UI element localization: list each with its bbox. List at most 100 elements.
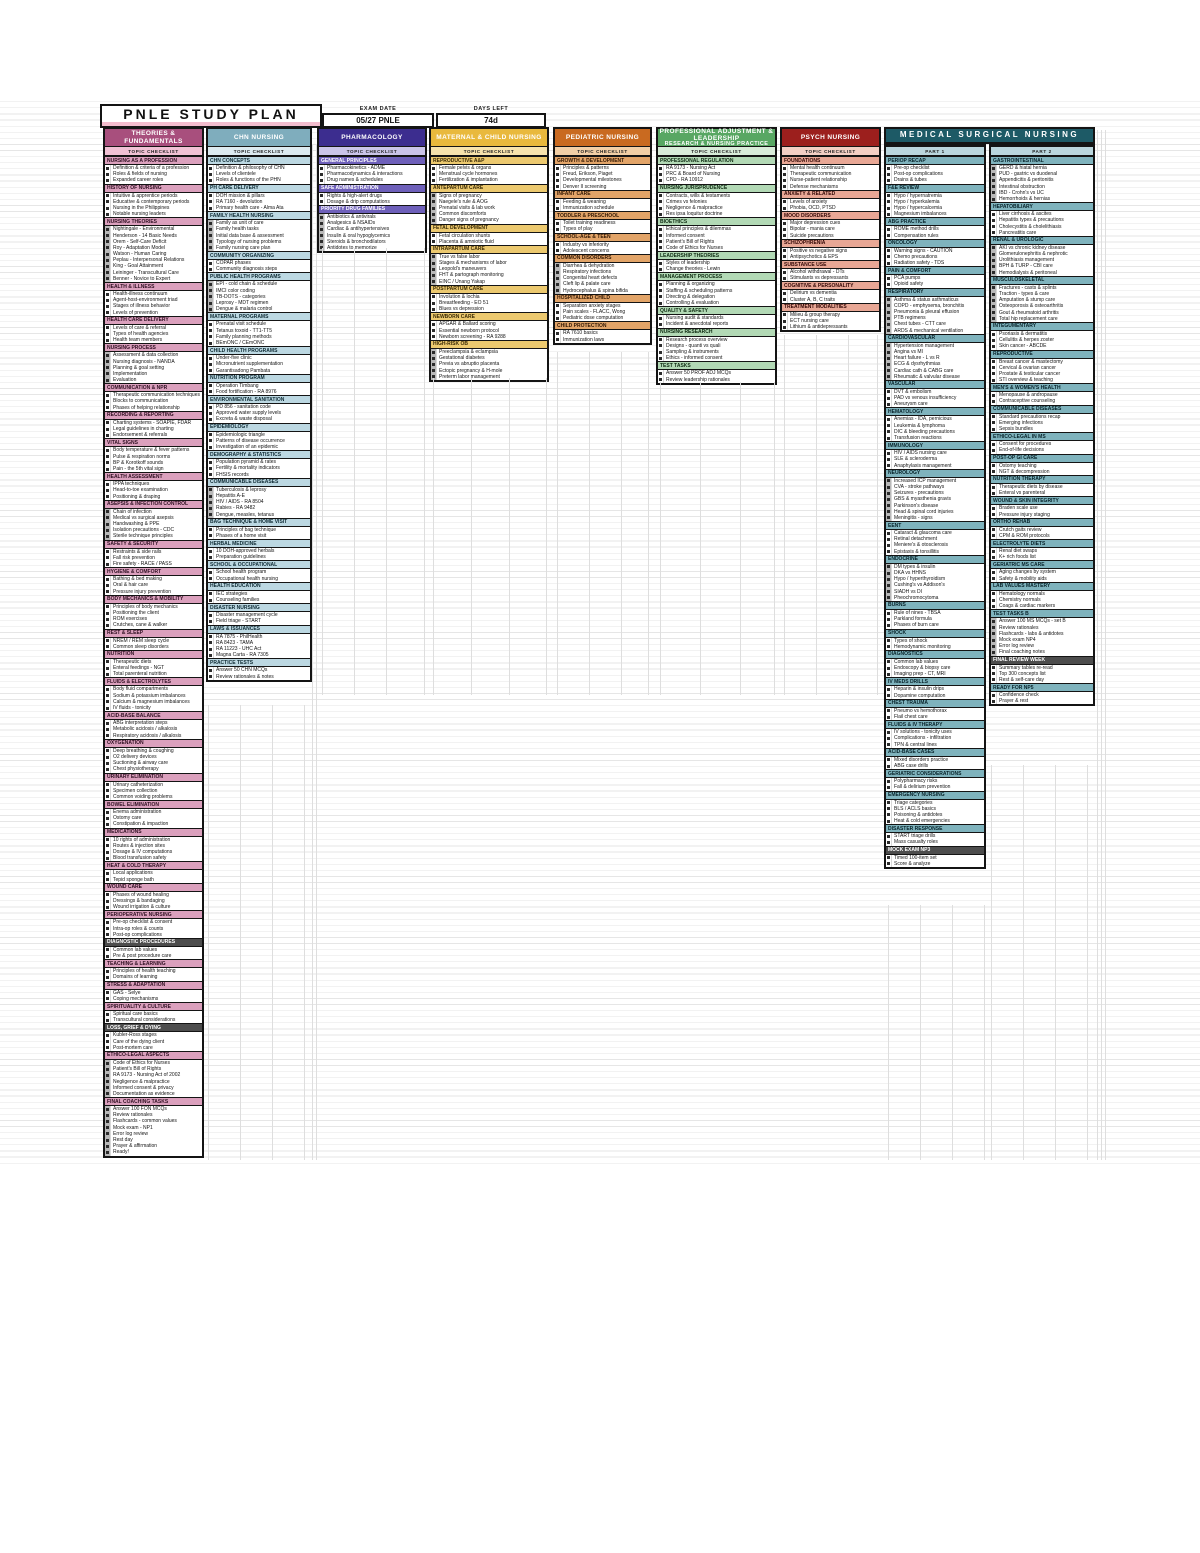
checklist-row[interactable]: EPI - cold chain & schedule: [208, 281, 310, 288]
checklist-row[interactable]: Disaster management cycle: [208, 612, 310, 619]
checklist-row[interactable]: Family nursing care plan: [208, 244, 310, 252]
checklist-row[interactable]: K+ rich foods list: [991, 554, 1093, 561]
checklist-row[interactable]: Counseling families: [208, 597, 310, 604]
checklist-row[interactable]: Hypo / hypernatremia: [886, 192, 984, 199]
checkbox-icon[interactable]: [887, 402, 890, 406]
checklist-row[interactable]: Flashcards - common values: [105, 1118, 202, 1125]
checkbox-icon[interactable]: [106, 194, 109, 198]
checkbox-icon[interactable]: [106, 1086, 109, 1090]
checkbox-icon[interactable]: [887, 834, 890, 838]
checkbox-icon[interactable]: [209, 460, 212, 464]
checkbox-icon[interactable]: [106, 590, 109, 594]
checkbox-icon[interactable]: [783, 221, 786, 225]
checklist-row[interactable]: Types of health agencies: [105, 330, 202, 338]
checkbox-icon[interactable]: [209, 384, 212, 388]
checkbox-icon[interactable]: [887, 666, 890, 670]
checklist-row[interactable]: Nursing audit & standards: [658, 315, 775, 322]
checkbox-icon[interactable]: [106, 562, 109, 566]
checklist-row[interactable]: Compensation rules: [886, 232, 984, 239]
checkbox-icon[interactable]: [106, 304, 109, 308]
checkbox-icon[interactable]: [783, 276, 786, 280]
checkbox-icon[interactable]: [887, 758, 890, 762]
checkbox-icon[interactable]: [992, 485, 995, 489]
checkbox-icon[interactable]: [432, 212, 435, 216]
checkbox-icon[interactable]: [887, 172, 890, 176]
checklist-row[interactable]: Hematology normals: [991, 590, 1093, 597]
checklist-row[interactable]: Review rationales: [105, 1112, 202, 1119]
checklist-row[interactable]: IMCI color coding: [208, 287, 310, 294]
checkbox-icon[interactable]: [106, 172, 109, 176]
checkbox-icon[interactable]: [992, 197, 995, 201]
checkbox-icon[interactable]: [209, 577, 212, 581]
checkbox-icon[interactable]: [106, 991, 109, 995]
checklist-row[interactable]: ARDS & mechanical ventilation: [886, 327, 984, 334]
checklist-row[interactable]: Stages & mechanisms of labor: [431, 260, 547, 267]
checklist-row[interactable]: PRC & Board of Nursing: [658, 171, 775, 178]
checkbox-icon[interactable]: [432, 194, 435, 198]
checkbox-icon[interactable]: [659, 246, 662, 250]
checkbox-icon[interactable]: [106, 292, 109, 296]
checklist-row[interactable]: Approved water supply levels: [208, 410, 310, 417]
checkbox-icon[interactable]: [887, 322, 890, 326]
checklist-row[interactable]: Operation Timbang: [208, 382, 310, 389]
checkbox-icon[interactable]: [659, 350, 662, 354]
checkbox-icon[interactable]: [887, 491, 890, 495]
checklist-row[interactable]: Leprosy - MDT regimen: [208, 300, 310, 307]
checkbox-icon[interactable]: [887, 390, 890, 394]
checklist-row[interactable]: Common voiding problems: [105, 793, 202, 801]
checkbox-icon[interactable]: [209, 528, 212, 532]
checklist-row[interactable]: Prostate & testicular cancer: [991, 370, 1093, 378]
checklist-row[interactable]: Handwashing & PPE: [105, 521, 202, 528]
checkbox-icon[interactable]: [783, 298, 786, 302]
checkbox-icon[interactable]: [106, 969, 109, 973]
checkbox-icon[interactable]: [783, 185, 786, 189]
checkbox-icon[interactable]: [432, 362, 435, 366]
checklist-row[interactable]: Contracts, wills & testaments: [658, 192, 775, 199]
checkbox-icon[interactable]: [106, 749, 109, 753]
checklist-row[interactable]: GERD & hiatal hernia: [991, 165, 1093, 172]
checklist-row[interactable]: Total hip replacement care: [991, 315, 1093, 322]
checkbox-icon[interactable]: [659, 344, 662, 348]
checkbox-icon[interactable]: [659, 234, 662, 238]
checkbox-icon[interactable]: [887, 234, 890, 238]
checklist-row[interactable]: Heart failure - L vs R: [886, 355, 984, 362]
checkbox-icon[interactable]: [992, 528, 995, 532]
checklist-row[interactable]: Controlling & evaluation: [658, 300, 775, 307]
checklist-row[interactable]: Respiratory infections: [555, 269, 650, 276]
checkbox-icon[interactable]: [106, 666, 109, 670]
checkbox-icon[interactable]: [106, 844, 109, 848]
checkbox-icon[interactable]: [106, 400, 109, 404]
checklist-row[interactable]: Dengue, measles, tetanus: [208, 511, 310, 518]
checklist-row[interactable]: Nurse-patient relationship: [782, 177, 879, 184]
checklist-row[interactable]: IEC strategies: [208, 590, 310, 597]
checklist-row[interactable]: Mock exam NP4: [991, 636, 1093, 644]
checklist-row[interactable]: Medical vs surgical asepsis: [105, 514, 202, 522]
checklist-row[interactable]: Bathing & bed making: [105, 576, 202, 583]
checkbox-icon[interactable]: [432, 234, 435, 238]
checklist-row[interactable]: Epistaxis & tonsillitis: [886, 548, 984, 555]
checklist-row[interactable]: Dengue & malaria control: [208, 306, 310, 313]
checklist-row[interactable]: Henderson - 14 Basic Needs: [105, 232, 202, 239]
checkbox-icon[interactable]: [106, 645, 109, 649]
checkbox-icon[interactable]: [992, 699, 995, 703]
checklist-row[interactable]: Roy - Adaptation Model: [105, 244, 202, 252]
checkbox-icon[interactable]: [556, 270, 559, 274]
checkbox-icon[interactable]: [209, 405, 212, 409]
checkbox-icon[interactable]: [659, 283, 662, 287]
checklist-row[interactable]: Staffing & scheduling patterns: [658, 287, 775, 294]
checklist-row[interactable]: Levels of care & referral: [105, 324, 202, 331]
checklist-row[interactable]: Hemorrhoids & hernias: [991, 195, 1093, 203]
checkbox-icon[interactable]: [556, 185, 559, 189]
checklist-row[interactable]: Chain of infection: [105, 508, 202, 515]
checklist-row[interactable]: Family planning methods: [208, 333, 310, 340]
checklist-row[interactable]: Implementation: [105, 370, 202, 378]
checklist-row[interactable]: Complications - infiltration: [886, 735, 984, 742]
checklist-row[interactable]: PCA pumps: [886, 275, 984, 282]
checkbox-icon[interactable]: [432, 280, 435, 284]
checkbox-icon[interactable]: [887, 178, 890, 182]
exam-date-value[interactable]: 05/27 PNLE: [322, 113, 434, 128]
checkbox-icon[interactable]: [106, 1150, 109, 1154]
checklist-row[interactable]: Epidemiologic triangle: [208, 431, 310, 438]
checkbox-icon[interactable]: [992, 644, 995, 648]
checklist-row[interactable]: Cardiac & antihypertensives: [319, 226, 425, 233]
